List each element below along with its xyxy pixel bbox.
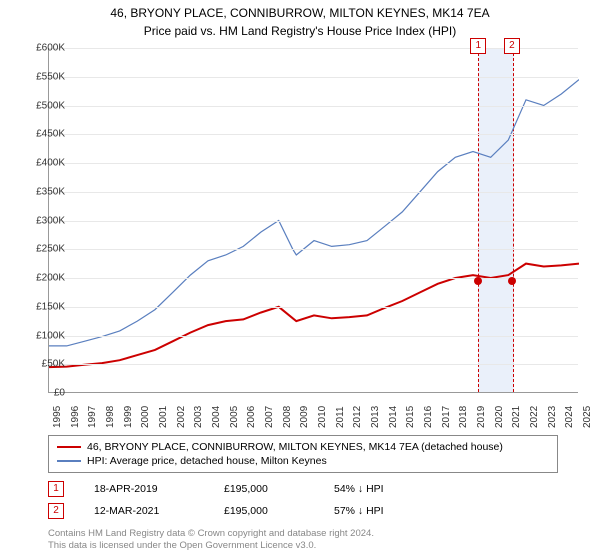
marker-label: 1 <box>470 38 486 54</box>
transaction-index: 2 <box>48 503 64 519</box>
transaction-row: 2 12-MAR-2021 £195,000 57% ↓ HPI <box>48 500 434 522</box>
grid-line <box>49 249 578 250</box>
grid-line <box>49 106 578 107</box>
transaction-price: £195,000 <box>224 483 304 495</box>
grid-line <box>49 77 578 78</box>
x-axis-label: 2018 <box>458 406 469 428</box>
transaction-delta: 57% ↓ HPI <box>334 505 434 517</box>
y-axis-label: £450K <box>36 129 65 140</box>
chart-container: 46, BRYONY PLACE, CONNIBURROW, MILTON KE… <box>0 0 600 560</box>
legend-item: 46, BRYONY PLACE, CONNIBURROW, MILTON KE… <box>57 440 549 454</box>
x-axis-label: 2011 <box>335 406 346 428</box>
x-axis-label: 1998 <box>105 406 116 428</box>
x-axis-label: 2015 <box>405 406 416 428</box>
x-axis-label: 2012 <box>352 406 363 428</box>
x-axis-label: 1995 <box>52 406 63 428</box>
x-axis-label: 2023 <box>547 406 558 428</box>
grid-line <box>49 48 578 49</box>
x-axis-label: 2010 <box>317 406 328 428</box>
x-axis-label: 2016 <box>423 406 434 428</box>
transaction-row: 1 18-APR-2019 £195,000 54% ↓ HPI <box>48 478 434 500</box>
y-axis-label: £100K <box>36 330 65 341</box>
x-axis-label: 2006 <box>246 406 257 428</box>
y-axis-label: £300K <box>36 215 65 226</box>
x-axis-label: 2003 <box>193 406 204 428</box>
legend-swatch <box>57 446 81 448</box>
transaction-delta: 54% ↓ HPI <box>334 483 434 495</box>
grid-line <box>49 134 578 135</box>
x-axis-label: 1999 <box>123 406 134 428</box>
grid-line <box>49 364 578 365</box>
grid-line <box>49 221 578 222</box>
y-axis-label: £550K <box>36 71 65 82</box>
x-axis-label: 2004 <box>211 406 222 428</box>
transaction-date: 18-APR-2019 <box>94 483 194 495</box>
grid-line <box>49 278 578 279</box>
x-axis-label: 2009 <box>299 406 310 428</box>
grid-line <box>49 163 578 164</box>
transaction-index: 1 <box>48 481 64 497</box>
x-axis-label: 1997 <box>87 406 98 428</box>
y-axis-label: £350K <box>36 186 65 197</box>
y-axis-label: £150K <box>36 301 65 312</box>
legend-label: HPI: Average price, detached house, Milt… <box>87 455 327 467</box>
transaction-point <box>508 277 516 285</box>
grid-line <box>49 307 578 308</box>
x-axis-label: 2007 <box>264 406 275 428</box>
footer-line-1: Contains HM Land Registry data © Crown c… <box>48 528 374 540</box>
transaction-table: 1 18-APR-2019 £195,000 54% ↓ HPI 2 12-MAR-202… <box>48 478 434 522</box>
legend-item: HPI: Average price, detached house, Milt… <box>57 454 549 468</box>
x-axis-label: 2014 <box>388 406 399 428</box>
x-axis-label: 2025 <box>582 406 593 428</box>
legend-label: 46, BRYONY PLACE, CONNIBURROW, MILTON KE… <box>87 441 503 453</box>
x-axis-label: 2019 <box>476 406 487 428</box>
x-axis-label: 2000 <box>140 406 151 428</box>
x-axis-label: 2005 <box>229 406 240 428</box>
y-axis-label: £250K <box>36 244 65 255</box>
x-axis-label: 2022 <box>529 406 540 428</box>
x-axis-label: 2008 <box>282 406 293 428</box>
y-axis-label: £50K <box>42 359 65 370</box>
footer-line-2: This data is licensed under the Open Gov… <box>48 540 374 552</box>
grid-line <box>49 192 578 193</box>
chart-subtitle: Price paid vs. HM Land Registry's House … <box>0 22 600 38</box>
y-axis-label: £400K <box>36 158 65 169</box>
plot-area: 12 <box>48 48 578 393</box>
legend-box: 46, BRYONY PLACE, CONNIBURROW, MILTON KE… <box>48 435 558 473</box>
x-axis-label: 2020 <box>494 406 505 428</box>
y-axis-label: £500K <box>36 100 65 111</box>
y-axis-label: £0 <box>54 388 65 399</box>
transaction-date: 12-MAR-2021 <box>94 505 194 517</box>
x-axis-label: 2013 <box>370 406 381 428</box>
marker-label: 2 <box>504 38 520 54</box>
x-axis-label: 2024 <box>564 406 575 428</box>
y-axis-label: £600K <box>36 43 65 54</box>
x-axis-label: 2017 <box>441 406 452 428</box>
series-property <box>49 264 579 368</box>
x-axis-label: 2001 <box>158 406 169 428</box>
y-axis-label: £200K <box>36 273 65 284</box>
footer-attribution: Contains HM Land Registry data © Crown c… <box>48 528 374 553</box>
legend-swatch <box>57 460 81 461</box>
transaction-price: £195,000 <box>224 505 304 517</box>
grid-line <box>49 336 578 337</box>
x-axis-label: 2021 <box>511 406 522 428</box>
transaction-point <box>474 277 482 285</box>
x-axis-label: 1996 <box>70 406 81 428</box>
x-axis-label: 2002 <box>176 406 187 428</box>
chart-title: 46, BRYONY PLACE, CONNIBURROW, MILTON KE… <box>0 0 600 22</box>
